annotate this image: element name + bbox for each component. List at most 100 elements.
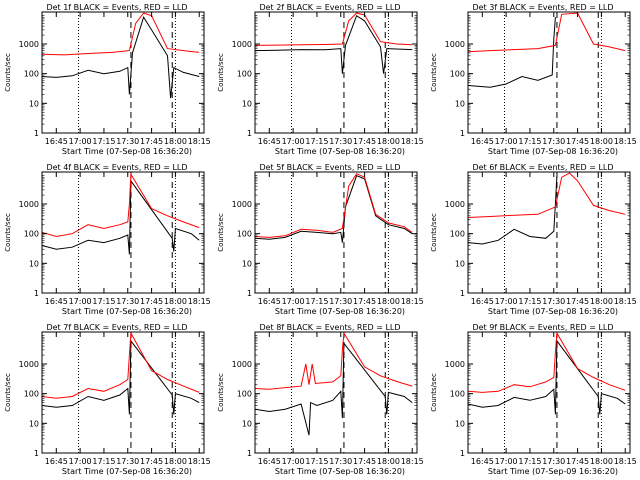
x-tick-label: 17:30 [329, 137, 352, 146]
y-tick-label: 1 [247, 449, 252, 458]
y-axis-label: Counts/sec [217, 373, 225, 412]
plot-frame [41, 11, 205, 134]
x-tick-label: 18:00 [164, 297, 187, 306]
y-tick-label: 1 [460, 129, 465, 138]
y-tick-label: 1000 [232, 360, 252, 369]
panel-title: Det 5f BLACK = Events, RED = LLD [259, 163, 400, 172]
y-tick-label: 10 [242, 99, 252, 108]
x-tick-label: 16:45 [471, 297, 494, 306]
series-lld-line [255, 173, 413, 238]
plot-frame [41, 331, 205, 454]
x-tick-label: 17:30 [542, 137, 565, 146]
y-tick-label: 10 [455, 419, 465, 428]
series-events-line [255, 341, 413, 436]
series-events-line [468, 175, 558, 245]
x-tick-label: 17:45 [353, 297, 376, 306]
x-tick-label: 17:45 [566, 457, 589, 466]
detector-panel-6: Det 6f BLACK = Events, RED = LLD 1 10 100 10… [430, 163, 637, 316]
y-tick-label: 1000 [232, 40, 252, 49]
x-tick-label: 17:30 [542, 297, 565, 306]
x-axis-label: Start Time (07-Sep-08 16:36:20) [62, 307, 192, 316]
y-axis-label: Counts/sec [4, 213, 12, 252]
panel-title: Det 6f BLACK = Events, RED = LLD [472, 163, 613, 172]
x-tick-label: 16:45 [258, 457, 281, 466]
y-tick-label: 1000 [445, 200, 465, 209]
y-tick-label: 100 [237, 70, 252, 79]
x-tick-label: 17:00 [69, 457, 92, 466]
panel-title: Det 7f BLACK = Events, RED = LLD [46, 323, 187, 332]
y-tick-label: 10 [29, 99, 39, 108]
series-lld-line [42, 172, 200, 238]
x-tick-label: 18:15 [188, 297, 211, 306]
x-tick-label: 18:15 [188, 457, 211, 466]
x-tick-label: 17:00 [69, 137, 92, 146]
x-tick-label: 18:00 [377, 137, 400, 146]
x-axis-label: Start Time (07-Sep-08 16:36:20) [62, 467, 192, 476]
detector-panel-3: Det 3f BLACK = Events, RED = LLD 1 10 100 10… [430, 3, 637, 156]
x-tick-label: 18:00 [590, 457, 613, 466]
series-events-line [255, 14, 413, 74]
x-tick-label: 18:00 [164, 457, 187, 466]
x-tick-label: 18:15 [614, 137, 637, 146]
panel-title: Det 3f BLACK = Events, RED = LLD [472, 3, 613, 12]
plot-frame [467, 331, 631, 454]
y-axis-label: Counts/sec [217, 53, 225, 92]
y-tick-label: 10 [29, 419, 39, 428]
x-tick-label: 17:30 [329, 457, 352, 466]
x-tick-label: 16:45 [45, 297, 68, 306]
plot-frame [254, 11, 418, 134]
y-tick-label: 10 [242, 419, 252, 428]
y-tick-label: 100 [24, 70, 39, 79]
x-tick-label: 17:30 [542, 457, 565, 466]
x-tick-label: 17:30 [116, 457, 139, 466]
series-lld-line [468, 12, 626, 53]
x-tick-label: 18:15 [614, 297, 637, 306]
x-tick-label: 18:00 [590, 137, 613, 146]
x-axis-label: Start Time (07-Sep-09 16:36:20) [488, 467, 618, 476]
y-tick-label: 1000 [19, 360, 39, 369]
y-tick-label: 100 [24, 230, 39, 239]
y-tick-label: 1 [460, 449, 465, 458]
x-tick-label: 17:45 [566, 297, 589, 306]
x-tick-label: 17:00 [495, 457, 518, 466]
x-tick-label: 16:45 [471, 137, 494, 146]
x-tick-label: 17:45 [353, 137, 376, 146]
x-tick-label: 17:15 [92, 297, 115, 306]
x-tick-label: 17:45 [140, 137, 163, 146]
x-tick-label: 18:15 [614, 457, 637, 466]
plot-frame [467, 171, 631, 294]
x-tick-label: 18:15 [401, 457, 424, 466]
detector-panel-2: Det 2f BLACK = Events, RED = LLD 1 10 100 10… [217, 3, 424, 156]
x-tick-label: 17:30 [116, 137, 139, 146]
panel-title: Det 8f BLACK = Events, RED = LLD [259, 323, 400, 332]
x-tick-label: 17:15 [305, 137, 328, 146]
x-tick-label: 17:15 [92, 137, 115, 146]
y-tick-label: 100 [24, 390, 39, 399]
panel-title: Det 4f BLACK = Events, RED = LLD [46, 163, 187, 172]
x-tick-label: 17:15 [518, 137, 541, 146]
x-tick-label: 17:30 [116, 297, 139, 306]
y-tick-label: 1000 [232, 200, 252, 209]
y-tick-label: 1 [247, 129, 252, 138]
series-events-line [42, 179, 200, 255]
series-lld-line [468, 172, 626, 218]
x-tick-label: 18:15 [188, 137, 211, 146]
x-tick-label: 16:45 [258, 297, 281, 306]
x-tick-label: 17:00 [495, 137, 518, 146]
detector-panel-5: Det 5f BLACK = Events, RED = LLD 1 10 100 10… [217, 163, 424, 316]
y-tick-label: 1 [34, 449, 39, 458]
x-tick-label: 17:45 [566, 137, 589, 146]
y-tick-label: 1000 [445, 360, 465, 369]
y-tick-label: 100 [450, 230, 465, 239]
x-axis-label: Start Time (07-Sep-08 16:36:20) [488, 147, 618, 156]
detector-panel-4: Det 4f BLACK = Events, RED = LLD 1 10 100 10… [4, 163, 211, 316]
y-tick-label: 100 [237, 230, 252, 239]
series-lld-line [42, 332, 200, 399]
x-tick-label: 18:15 [401, 137, 424, 146]
panel-title: Det 1f BLACK = Events, RED = LLD [46, 3, 187, 12]
detector-panel-1: Det 1f BLACK = Events, RED = LLD 1 10 100 10… [4, 3, 211, 156]
x-tick-label: 17:00 [282, 137, 305, 146]
y-tick-label: 10 [455, 99, 465, 108]
y-tick-label: 1 [247, 289, 252, 298]
